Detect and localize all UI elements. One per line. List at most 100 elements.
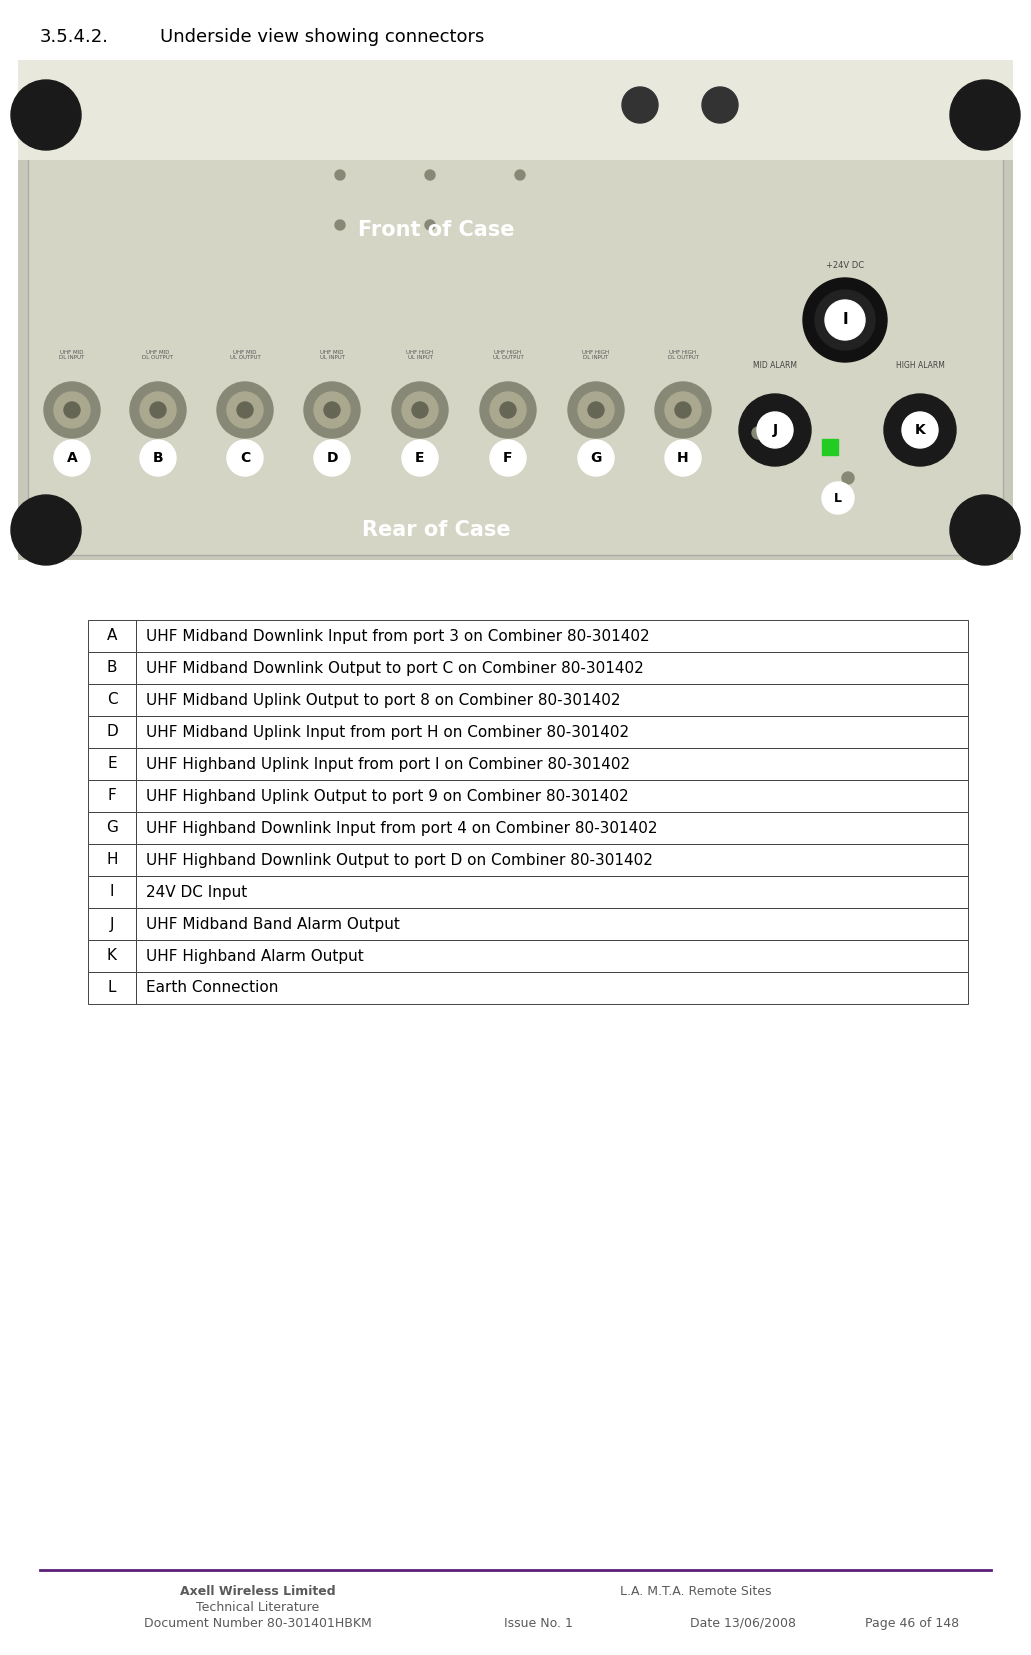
Text: UHF Highband Uplink Output to port 9 on Combiner 80-301402: UHF Highband Uplink Output to port 9 on …: [146, 788, 629, 803]
Text: UHF Midband Downlink Input from port 3 on Combiner 80-301402: UHF Midband Downlink Input from port 3 o…: [146, 629, 650, 644]
Text: UHF Midband Band Alarm Output: UHF Midband Band Alarm Output: [146, 917, 400, 932]
Circle shape: [655, 382, 711, 439]
Text: Technical Literature: Technical Literature: [196, 1600, 320, 1614]
Bar: [136, 780, 968, 813]
Circle shape: [490, 440, 526, 477]
Circle shape: [902, 412, 938, 449]
Bar: [88, 940, 968, 971]
Bar: [136, 844, 968, 875]
Bar: [88, 652, 136, 684]
Text: Underside view showing connectors: Underside view showing connectors: [160, 28, 485, 46]
Circle shape: [675, 402, 691, 419]
Circle shape: [314, 440, 350, 477]
Bar: [88, 780, 968, 813]
Bar: [88, 621, 968, 652]
Bar: [88, 940, 136, 971]
Text: UHF MID
UL OUTPUT: UHF MID UL OUTPUT: [230, 349, 261, 361]
Circle shape: [335, 220, 345, 230]
Bar: [88, 717, 968, 748]
Text: UHF Highband Uplink Input from port I on Combiner 80-301402: UHF Highband Uplink Input from port I on…: [146, 756, 630, 771]
Text: A: A: [67, 452, 77, 465]
Circle shape: [335, 170, 345, 180]
Bar: [18, 60, 1013, 559]
Circle shape: [425, 170, 435, 180]
Circle shape: [757, 412, 793, 449]
Bar: [88, 652, 968, 684]
Text: Page 46 of 148: Page 46 of 148: [865, 1617, 959, 1630]
Text: HIGH ALARM: HIGH ALARM: [896, 361, 944, 369]
Bar: [136, 684, 968, 717]
Circle shape: [752, 427, 764, 439]
Text: Date 13/06/2008: Date 13/06/2008: [690, 1617, 796, 1630]
Circle shape: [402, 440, 438, 477]
Circle shape: [140, 392, 176, 429]
Text: UHF HIGH
DL OUTPUT: UHF HIGH DL OUTPUT: [667, 349, 698, 361]
Text: UHF HIGH
UL INPUT: UHF HIGH UL INPUT: [406, 349, 434, 361]
Text: F: F: [107, 788, 117, 803]
Text: I: I: [842, 313, 847, 328]
Bar: [822, 439, 838, 455]
Circle shape: [227, 440, 263, 477]
Text: K: K: [107, 948, 117, 963]
Circle shape: [950, 495, 1020, 564]
Text: UHF Highband Alarm Output: UHF Highband Alarm Output: [146, 948, 364, 963]
Circle shape: [516, 170, 525, 180]
Text: D: D: [326, 452, 338, 465]
Text: A: A: [107, 629, 118, 644]
Text: E: E: [415, 452, 425, 465]
Bar: [28, 99, 1003, 554]
Text: B: B: [107, 660, 118, 675]
Bar: [88, 813, 136, 844]
Text: +24V DC: +24V DC: [826, 260, 864, 270]
Bar: [88, 748, 968, 780]
Text: UHF HIGH
DL INPUT: UHF HIGH DL INPUT: [583, 349, 609, 361]
Circle shape: [392, 382, 448, 439]
Circle shape: [130, 382, 186, 439]
Circle shape: [822, 482, 854, 515]
Text: K: K: [914, 424, 926, 437]
Text: G: G: [106, 821, 118, 836]
Circle shape: [884, 394, 956, 467]
Text: UHF Highband Downlink Input from port 4 on Combiner 80-301402: UHF Highband Downlink Input from port 4 …: [146, 821, 658, 836]
Text: UHF HIGH
UL OUTPUT: UHF HIGH UL OUTPUT: [493, 349, 524, 361]
Text: Front of Case: Front of Case: [358, 220, 514, 240]
Text: UHF MID
UL INPUT: UHF MID UL INPUT: [320, 349, 344, 361]
Bar: [18, 60, 1013, 161]
Text: H: H: [677, 452, 689, 465]
Text: I: I: [109, 884, 114, 900]
Bar: [88, 717, 136, 748]
Bar: [136, 909, 968, 940]
Text: B: B: [153, 452, 163, 465]
Text: C: C: [106, 692, 118, 707]
Text: J: J: [109, 917, 114, 932]
Text: MID ALARM: MID ALARM: [753, 361, 797, 369]
Text: Earth Connection: Earth Connection: [146, 980, 278, 996]
Bar: [88, 813, 968, 844]
Bar: [88, 684, 968, 717]
Bar: [136, 971, 968, 1005]
Circle shape: [227, 392, 263, 429]
Circle shape: [237, 402, 253, 419]
Circle shape: [500, 402, 516, 419]
Circle shape: [64, 402, 80, 419]
Circle shape: [11, 495, 81, 564]
Bar: [88, 748, 136, 780]
Circle shape: [54, 440, 90, 477]
Bar: [88, 844, 136, 875]
Bar: [88, 971, 136, 1005]
Bar: [136, 652, 968, 684]
Bar: [88, 875, 968, 909]
Circle shape: [11, 79, 81, 151]
Circle shape: [950, 79, 1020, 151]
Circle shape: [480, 382, 536, 439]
Circle shape: [814, 290, 875, 349]
Bar: [88, 844, 968, 875]
Bar: [136, 875, 968, 909]
Bar: [136, 621, 968, 652]
Bar: [88, 909, 136, 940]
Bar: [88, 909, 968, 940]
Text: UHF Highband Downlink Output to port D on Combiner 80-301402: UHF Highband Downlink Output to port D o…: [146, 852, 653, 867]
Bar: [88, 684, 136, 717]
Text: UHF MID
DL OUTPUT: UHF MID DL OUTPUT: [142, 349, 173, 361]
Circle shape: [44, 382, 100, 439]
